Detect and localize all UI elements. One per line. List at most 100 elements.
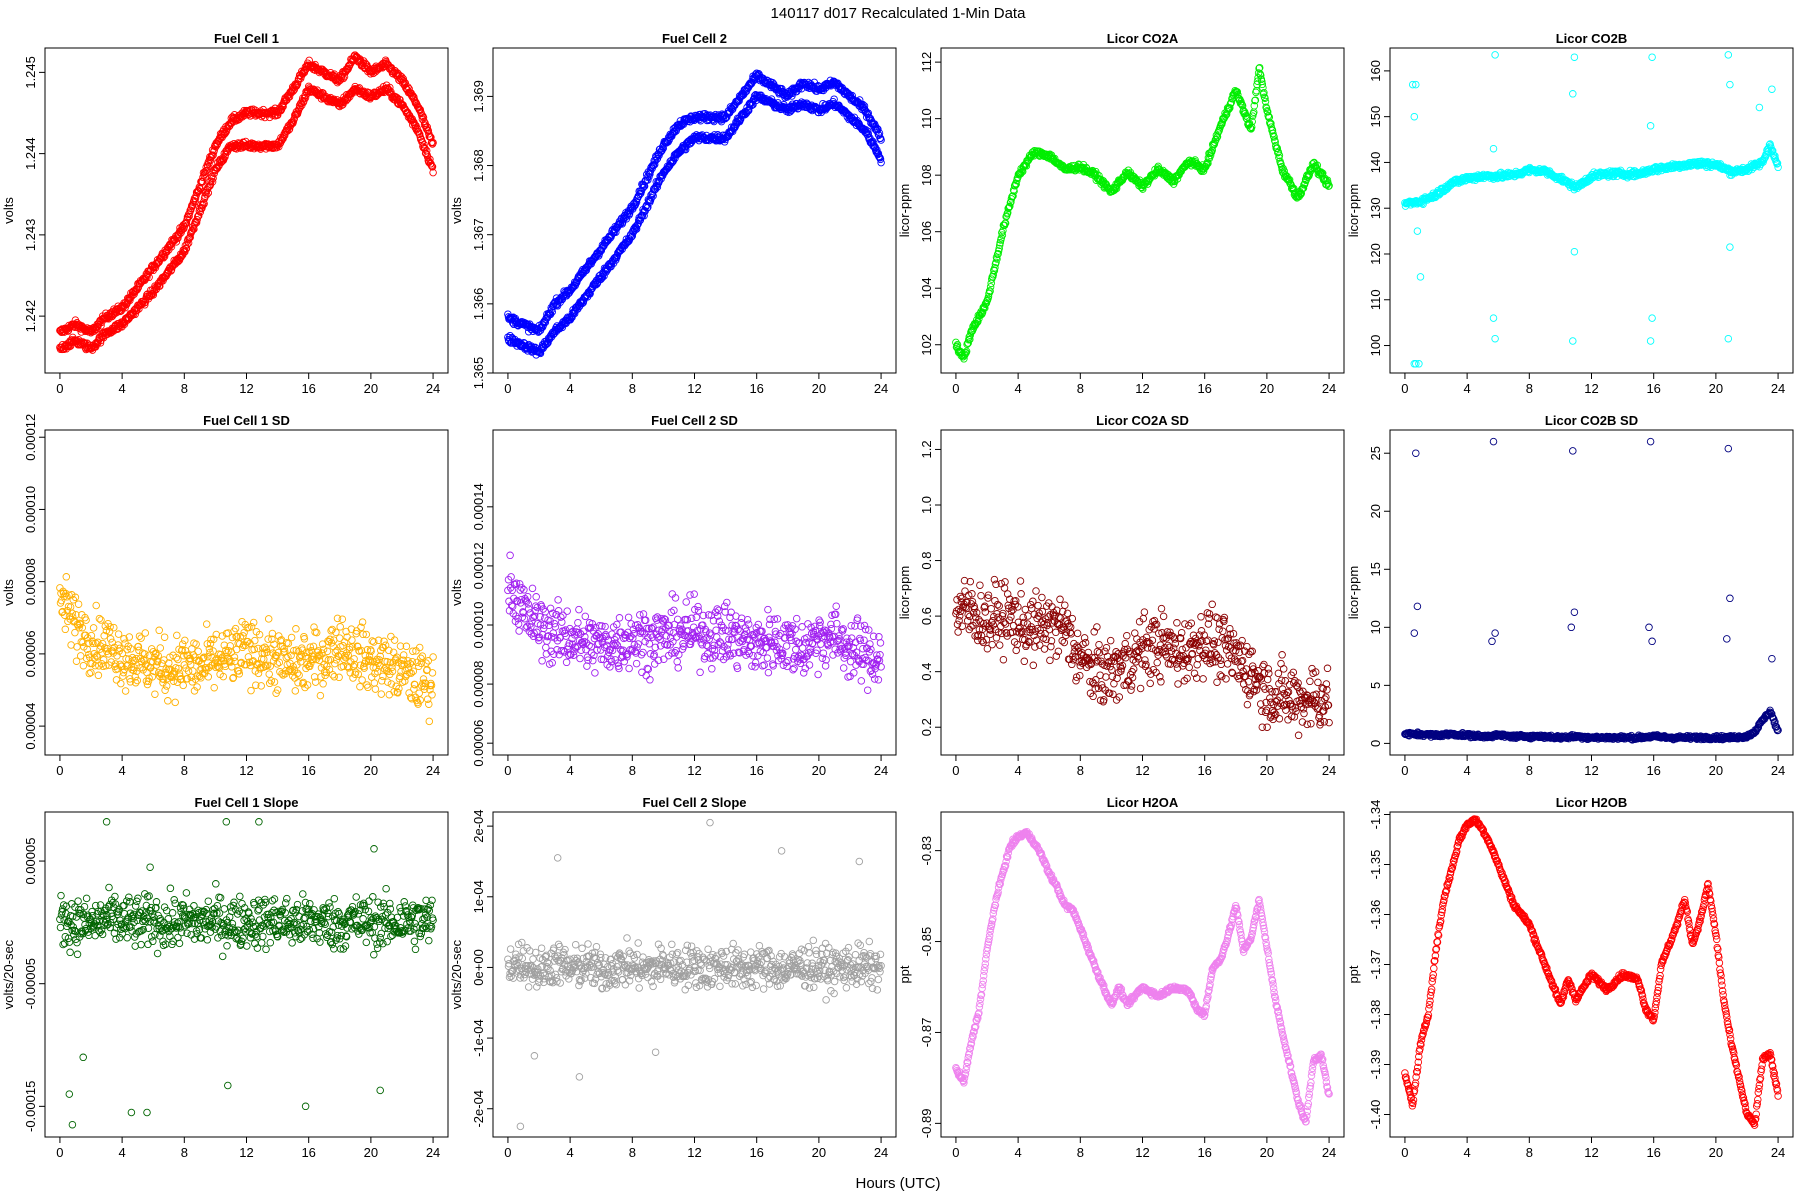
data-point (357, 623, 365, 632)
x-tick-label: 24 (874, 381, 888, 396)
data-point (1724, 334, 1733, 343)
data-point (126, 296, 134, 305)
data-point (354, 642, 362, 651)
data-point (600, 272, 608, 280)
data-point (309, 642, 318, 651)
data-point (292, 625, 300, 633)
data-point (1268, 126, 1277, 134)
data-point (220, 155, 228, 163)
data-point (280, 131, 289, 140)
data-point (257, 682, 265, 690)
x-tick-label: 4 (1464, 381, 1471, 396)
data-point (63, 593, 71, 601)
data-point (350, 655, 358, 663)
data-point (131, 678, 140, 687)
data-point (875, 129, 884, 137)
data-point (339, 662, 348, 671)
data-point (1285, 176, 1294, 184)
data-point (227, 658, 235, 666)
data-point (318, 649, 326, 657)
panel-fc2: Fuel Cell 20 4 8 12 16 20 241.3651.3661.3671.3… (449, 31, 897, 396)
y-tick-label: 110 (919, 108, 934, 129)
data-point (245, 658, 254, 667)
data-point (260, 655, 268, 663)
x-tick-label: 4 (567, 381, 574, 396)
data-point (300, 635, 309, 643)
data-point (382, 663, 390, 672)
data-point (1247, 123, 1256, 131)
data-point (598, 273, 607, 282)
data-point (286, 665, 295, 674)
data-point (194, 647, 202, 656)
data-point (1646, 337, 1655, 345)
data-point (1412, 80, 1420, 89)
data-point (155, 626, 163, 635)
data-point (202, 665, 210, 674)
data-point (203, 640, 212, 648)
data-point (386, 83, 394, 92)
data-point (1648, 314, 1656, 322)
data-point (356, 682, 364, 691)
data-point (1012, 180, 1020, 188)
data-point (192, 218, 201, 227)
data-point (185, 655, 194, 663)
data-point (1491, 334, 1499, 343)
x-tick-label: 8 (629, 381, 636, 396)
y-tick-label: 1.242 (23, 300, 38, 333)
data-point (348, 636, 356, 644)
data-point (256, 663, 265, 672)
data-point (359, 630, 367, 639)
data-point (1016, 170, 1025, 178)
data-point (193, 216, 201, 224)
data-point (162, 248, 171, 256)
data-point (966, 331, 975, 340)
data-point (962, 347, 971, 356)
data-point (1262, 104, 1271, 113)
data-point (189, 667, 197, 675)
data-point (681, 145, 690, 154)
data-point (250, 645, 258, 654)
data-point (1204, 159, 1212, 168)
data-point (189, 651, 198, 659)
data-point (986, 283, 995, 291)
data-point (1415, 360, 1423, 368)
data-point (333, 78, 342, 87)
data-points (1401, 51, 1782, 368)
data-point (380, 637, 388, 646)
data-point (262, 645, 271, 654)
data-point (194, 657, 203, 666)
data-point (428, 163, 437, 171)
data-point (984, 292, 993, 301)
data-point (541, 318, 550, 327)
data-point (95, 614, 104, 623)
data-point (1611, 167, 1620, 176)
data-point (320, 660, 328, 669)
data-point (336, 623, 344, 631)
data-point (210, 683, 218, 692)
data-point (1256, 71, 1265, 80)
data-point (622, 215, 631, 223)
data-point (126, 675, 134, 683)
data-point (312, 628, 321, 637)
data-point (877, 158, 885, 167)
data-point (1277, 160, 1285, 168)
data-point (328, 671, 337, 679)
x-tick-label: 4 (119, 381, 126, 396)
data-point (296, 652, 304, 661)
data-point (1267, 119, 1275, 128)
data-point (639, 184, 647, 192)
data-point (172, 238, 181, 246)
data-point (1418, 199, 1426, 208)
data-point (716, 137, 724, 145)
data-point (114, 641, 122, 649)
y-tick-label: 1.366 (471, 288, 486, 321)
y-tick-label: 106 (919, 221, 934, 243)
data-point (89, 639, 97, 648)
y-axis-label: licor-ppm (897, 184, 912, 237)
y-tick-label: 0.00004 (23, 703, 38, 750)
data-point (303, 681, 312, 689)
data-point (229, 673, 238, 682)
data-point (204, 652, 212, 661)
